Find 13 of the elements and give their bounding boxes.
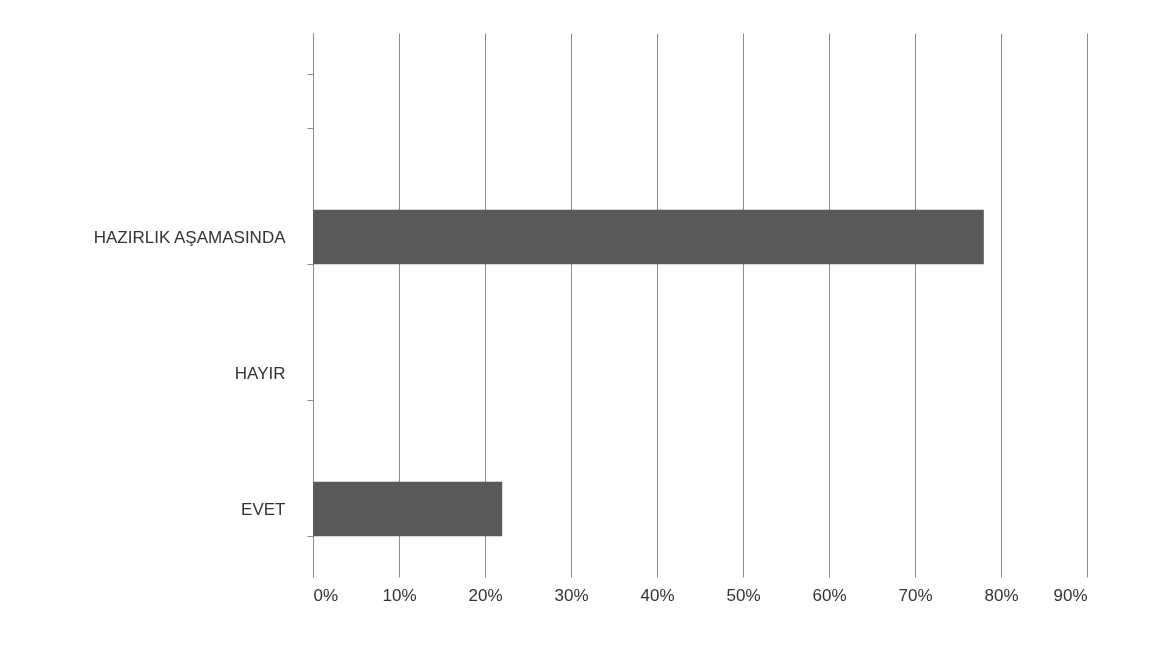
x-tick-label: 50% <box>726 585 761 605</box>
y-tick-label: HAZIRLIK AŞAMASINDA <box>93 227 287 247</box>
x-tick-label: 70% <box>898 585 933 605</box>
x-tick-label: 20% <box>468 585 503 605</box>
x-tick-label: 10% <box>382 585 417 605</box>
x-tick-label: 80% <box>984 585 1019 605</box>
x-tick-label: 90% <box>1053 585 1088 605</box>
y-tick-label: HAYIR <box>234 363 286 383</box>
x-tick-label: 0% <box>313 585 339 605</box>
y-tick-label: EVET <box>241 499 286 519</box>
x-tick-label: 40% <box>640 585 675 605</box>
x-tick-label: 60% <box>812 585 847 605</box>
x-tick-label: 30% <box>554 585 589 605</box>
